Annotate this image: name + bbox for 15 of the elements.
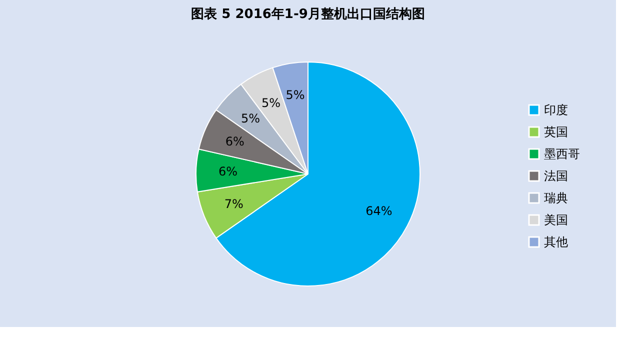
legend-label: 其他 [544, 235, 568, 249]
legend-label: 英国 [544, 125, 568, 139]
chart-title: 图表 5 2016年1-9月整机出口国结构图 [191, 7, 425, 22]
data-label: 5% [241, 111, 260, 126]
data-label: 6% [218, 164, 238, 178]
legend-label: 法国 [544, 169, 568, 183]
data-label: 5% [286, 88, 305, 102]
legend-label: 瑞典 [544, 191, 568, 205]
data-label: 6% [225, 134, 244, 149]
legend-label: 墨西哥 [544, 147, 580, 161]
legend-label: 美国 [544, 213, 568, 227]
data-label: 5% [261, 96, 281, 110]
data-label: 7% [224, 197, 244, 212]
legend-label: 印度 [544, 103, 568, 117]
data-label: 64% [366, 204, 392, 218]
